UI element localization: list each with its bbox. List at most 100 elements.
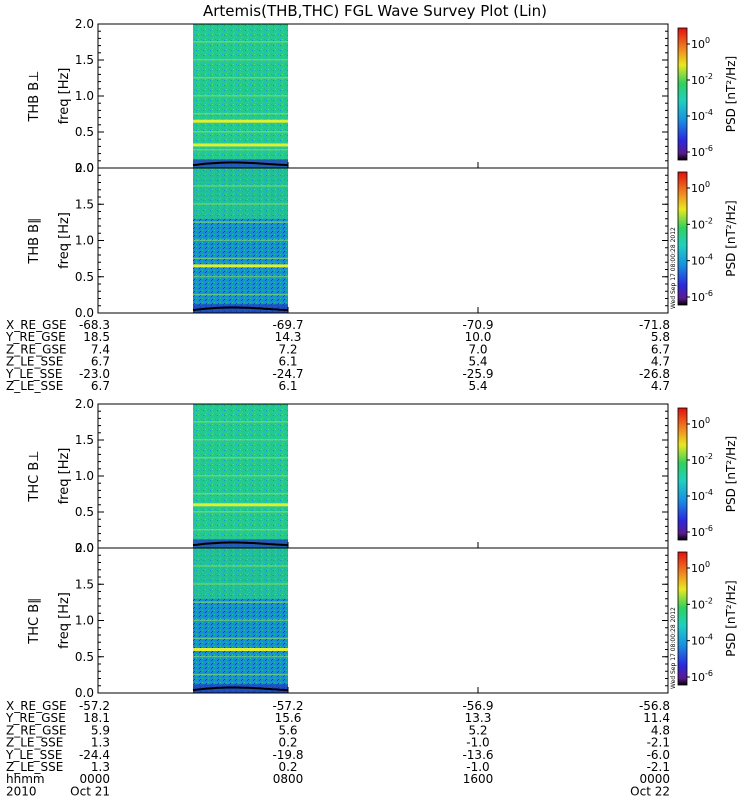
ephemeris-value: -56.8 <box>639 699 670 713</box>
colorbar-exponent: -2 <box>705 72 713 81</box>
colorbar-tick-label: 10-2 <box>691 72 713 87</box>
y-tick-label: 0.0 <box>75 686 94 700</box>
low-frequency-band <box>193 684 288 693</box>
ephemeris-label: Z_LE_SSE <box>6 736 63 750</box>
ephemeris-label: Z_LE_SSE <box>6 760 63 774</box>
ephemeris-label: Z_RE_GSE <box>6 342 67 356</box>
y-tick-label: 2.0 <box>75 161 94 175</box>
ephemeris-label: Y_RE_GSE <box>5 330 66 344</box>
y-tick-label: 2.0 <box>75 397 94 411</box>
y-tick-label: 0.0 <box>75 161 94 175</box>
harmonic-line <box>193 113 288 115</box>
ephemeris-value: 5.4 <box>468 379 487 393</box>
panel-label: THB B⊥ <box>27 70 42 122</box>
low-frequency-band <box>193 539 288 548</box>
ephemeris-value: 5.9 <box>91 723 110 737</box>
colorbar-exponent: -4 <box>705 633 713 642</box>
colorbar-tick-label: 10-4 <box>691 108 713 123</box>
harmonic-line <box>193 293 288 296</box>
spectrogram-panel-4: 0.0 0.5 1.0 1.5 2.0 THC B∥ freq [Hz] 100 10-2 10-… <box>27 541 738 700</box>
y-tick-label: 1.5 <box>75 197 94 211</box>
timestamp-stamp: Wed Sep 17 08:00:28 2012 <box>670 227 677 309</box>
harmonic-line <box>193 619 288 621</box>
ephemeris-value: 18.5 <box>83 330 110 344</box>
ephemeris-value: -56.9 <box>462 699 493 713</box>
ephemeris-value: 4.7 <box>651 379 670 393</box>
colorbar <box>677 171 688 306</box>
y-tick-label: 1.0 <box>75 89 94 103</box>
ephemeris-label: hhmm <box>6 772 45 786</box>
ephemeris-value: -2.1 <box>647 760 670 774</box>
panel-label: THC B⊥ <box>27 450 42 502</box>
colorbar <box>677 407 688 541</box>
harmonic-line <box>193 77 288 79</box>
threshold-contour <box>192 306 289 312</box>
ephemeris-value: 1.3 <box>91 736 110 750</box>
harmonic-line <box>193 457 288 459</box>
harmonic-line <box>193 221 288 223</box>
low-frequency-band <box>193 304 288 313</box>
harmonic-line <box>193 257 288 260</box>
y-tick-label: 0.5 <box>75 650 94 664</box>
colorbar-exponent: -4 <box>705 253 713 262</box>
ephemeris-label: Z_LE_SSE <box>6 379 63 393</box>
y-tick-label: 0.0 <box>75 541 94 555</box>
colorbar-exponent: 0 <box>705 560 710 569</box>
ephemeris-value: -68.3 <box>79 318 110 332</box>
colorbar-label: PSD [nT²/Hz] <box>724 436 738 512</box>
harmonic-line <box>193 275 288 278</box>
ephemeris-value: -2.1 <box>647 736 670 750</box>
ephemeris-value: 7.2 <box>278 342 297 356</box>
ephemeris-value: 5.4 <box>468 355 487 369</box>
ephemeris-value: -1.0 <box>466 760 489 774</box>
harmonic-line <box>193 439 288 441</box>
panel-frame <box>97 403 669 549</box>
colorbar-label: PSD [nT²/Hz] <box>724 56 738 132</box>
y-tick-label: 0.5 <box>75 505 94 519</box>
harmonic-line <box>193 131 288 133</box>
ephemeris-value: 1600 <box>463 772 494 786</box>
spectrogram-upper-band <box>193 168 288 219</box>
ephemeris-value: 1.3 <box>91 760 110 774</box>
ephemeris-value: 6.1 <box>278 379 297 393</box>
ephemeris-label: Y_RE_GSE <box>5 711 66 725</box>
harmonic-line <box>193 41 288 43</box>
y-axis-label: freq [Hz] <box>57 68 72 125</box>
ephemeris-label: X_RE_GSE <box>6 318 67 332</box>
harmonic-line <box>193 149 288 151</box>
y-axis-label: freq [Hz] <box>57 448 72 505</box>
ephemeris-value: 11.4 <box>643 711 670 725</box>
bright-band <box>193 503 288 507</box>
colorbar-exponent: 0 <box>705 36 710 45</box>
timestamp-stamp: Wed Sep 17 08:00:28 2012 <box>670 607 677 689</box>
ephemeris-value: 0800 <box>273 772 304 786</box>
panel-frame <box>97 547 669 694</box>
ephemeris-value: -24.4 <box>79 748 110 762</box>
ephemeris-label: Y_LE_SSE <box>5 367 62 381</box>
threshold-contour <box>192 686 289 692</box>
y-tick-label: 1.0 <box>75 469 94 483</box>
colorbar-exponent: 0 <box>705 180 710 189</box>
y-axis-label: freq [Hz] <box>57 592 72 649</box>
threshold-contour <box>192 161 289 167</box>
ephemeris-value: 0000 <box>639 772 670 786</box>
harmonic-line <box>193 239 288 241</box>
ephemeris-value: -24.7 <box>272 367 303 381</box>
y-tick-label: 0.5 <box>75 270 94 284</box>
ephemeris-label: X_RE_GSE <box>6 699 67 713</box>
y-axis-label: freq [Hz] <box>57 212 72 269</box>
colorbar-tick-label: 10-2 <box>691 596 713 611</box>
colorbar-label: PSD [nT²/Hz] <box>724 580 738 656</box>
panel-frame <box>97 23 669 169</box>
low-frequency-band <box>193 159 288 168</box>
ephemeris-value: 13.3 <box>465 711 492 725</box>
colorbar-tick-label: 10-4 <box>691 633 713 648</box>
harmonic-line <box>193 637 288 640</box>
colorbar-exponent: -4 <box>705 108 713 117</box>
spectrogram-panel-2: 0.0 0.5 1.0 1.5 2.0 THB B∥ freq [Hz] 100 10-2 10-… <box>27 161 738 320</box>
y-tick-label: 1.0 <box>75 234 94 248</box>
ephemeris-label: 2010 <box>6 784 37 798</box>
harmonic-line <box>193 421 288 423</box>
colorbar-tick-label: 10-2 <box>691 452 713 467</box>
